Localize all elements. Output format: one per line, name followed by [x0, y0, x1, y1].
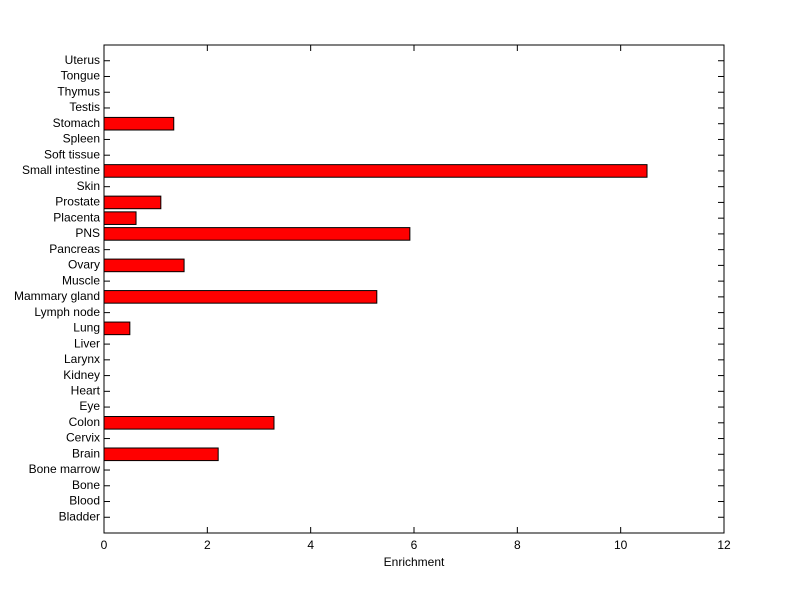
y-tick-label: Larynx [64, 352, 100, 366]
bar [103, 211, 137, 225]
y-tick-label: Heart [71, 383, 101, 397]
y-tick-label: Prostate [55, 195, 100, 209]
y-tick-label: Brain [72, 446, 100, 460]
bar [103, 447, 219, 462]
y-tick-label: Testis [69, 100, 100, 114]
bar [103, 195, 162, 210]
y-tick-label: Bone marrow [29, 462, 101, 476]
bar [103, 290, 378, 304]
y-tick-label: Liver [74, 336, 100, 350]
y-tick-label: Lung [73, 321, 100, 335]
y-tick-label: Blood [69, 494, 100, 508]
y-tick-label: Pancreas [49, 242, 100, 256]
y-tick-label: Thymus [57, 84, 100, 98]
bar [103, 321, 131, 336]
y-tick-label: Lymph node [34, 305, 100, 319]
bar [103, 416, 275, 430]
y-tick-label: PNS [75, 226, 100, 240]
y-tick-label: Tongue [61, 69, 101, 83]
y-tick-label: Small intestine [22, 163, 100, 177]
y-tick-label: Colon [69, 415, 100, 429]
bar [103, 164, 648, 178]
y-tick-label: Skin [77, 179, 100, 193]
y-tick-label: Soft tissue [44, 147, 100, 161]
x-tick-label: 2 [204, 538, 211, 552]
y-tick-label: Muscle [62, 273, 100, 287]
y-tick-label: Cervix [66, 431, 100, 445]
bar [103, 258, 185, 273]
x-tick-label: 4 [307, 538, 314, 552]
y-tick-label: Placenta [53, 210, 100, 224]
bar [103, 116, 175, 131]
y-tick-label: Bone [72, 478, 100, 492]
y-tick-label: Eye [79, 399, 100, 413]
y-tick-label: Mammary gland [14, 289, 100, 303]
x-tick-label: 6 [411, 538, 418, 552]
y-tick-label: Kidney [63, 368, 100, 382]
y-tick-label: Bladder [59, 509, 100, 523]
x-tick-label: 8 [514, 538, 521, 552]
y-tick-label: Spleen [63, 132, 100, 146]
y-tick-label: Uterus [65, 53, 100, 67]
x-axis-label: Enrichment [384, 555, 445, 569]
bar [103, 227, 411, 241]
x-tick-label: 12 [717, 538, 731, 552]
x-tick-label: 0 [101, 538, 108, 552]
x-tick-label: 10 [614, 538, 628, 552]
y-tick-label: Ovary [68, 258, 100, 272]
y-tick-label: Stomach [53, 116, 100, 130]
